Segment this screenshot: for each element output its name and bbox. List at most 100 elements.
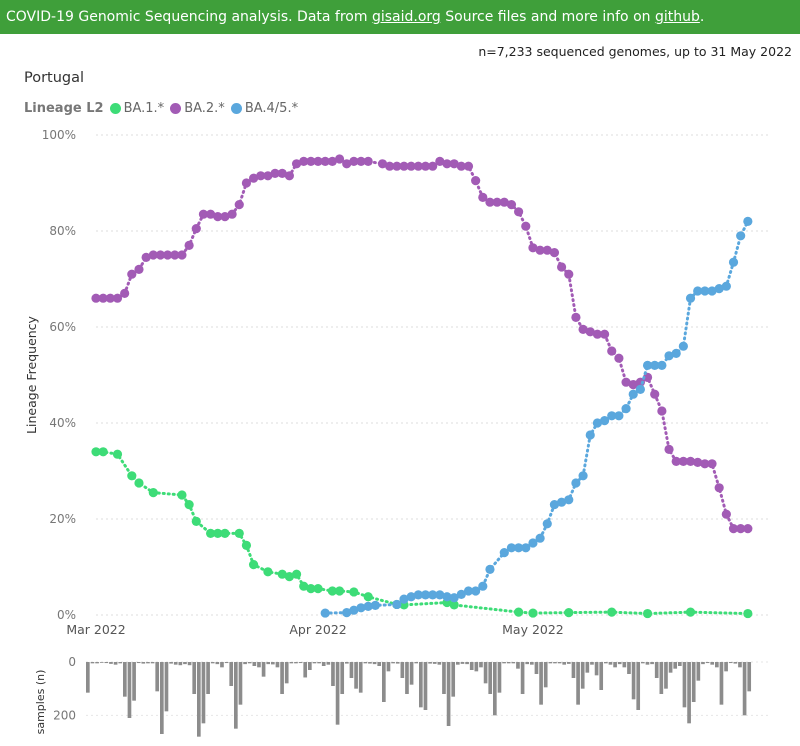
data-point [435, 590, 445, 600]
sample-bar [109, 662, 113, 664]
data-point [370, 600, 380, 611]
sample-bar [460, 662, 465, 664]
data-point [628, 380, 638, 390]
sample-bar [659, 662, 664, 694]
data-point [736, 231, 746, 241]
data-point [521, 543, 531, 553]
sample-bar [543, 662, 548, 688]
data-point [112, 449, 123, 459]
sample-bar [520, 662, 525, 694]
data-point [313, 584, 323, 594]
sample-bar [724, 662, 728, 672]
data-point [671, 348, 681, 358]
data-point [678, 341, 688, 351]
data-point [714, 483, 724, 493]
sample-bar [738, 662, 742, 668]
legend-item-ba1[interactable]: BA.1.* [109, 101, 164, 116]
sample-bar [682, 662, 687, 708]
data-point [263, 567, 273, 577]
github-link[interactable]: github [654, 9, 700, 25]
sample-bar [308, 662, 312, 670]
data-point [535, 245, 545, 255]
data-point [664, 351, 674, 361]
sample-bar [488, 662, 493, 694]
sample-bar [687, 662, 691, 724]
sample-bar [358, 662, 363, 693]
data-point [134, 264, 144, 274]
data-point [248, 560, 259, 570]
data-point [141, 252, 151, 262]
data-point [456, 161, 466, 171]
legend: Lineage L2 BA.1.* BA.2.* BA.4/5.* [24, 101, 304, 116]
data-point [685, 456, 696, 466]
sample-bar [437, 662, 442, 665]
data-point [349, 605, 359, 615]
data-point [299, 581, 309, 591]
data-point [650, 360, 660, 370]
series-layer [91, 154, 753, 619]
data-point [549, 500, 560, 510]
data-point [693, 286, 703, 296]
data-point [607, 346, 617, 356]
sample-bar [414, 662, 419, 664]
data-point [105, 293, 115, 303]
data-point [499, 197, 509, 207]
series-ba45 [320, 216, 753, 618]
sample-bar [617, 662, 622, 665]
data-point [127, 471, 137, 481]
sample-bar [127, 662, 132, 718]
data-point [650, 389, 660, 399]
data-point [334, 586, 345, 596]
sample-bar [502, 662, 506, 664]
legend-item-ba45[interactable]: BA.4/5.* [230, 101, 298, 116]
sample-bar [363, 662, 368, 664]
data-point [177, 490, 187, 500]
sample-bar [95, 662, 99, 664]
legend-dot-ba1 [109, 103, 121, 114]
sample-bar [719, 662, 724, 705]
sample-bar [210, 662, 215, 664]
data-point [120, 288, 130, 298]
data-point [442, 592, 452, 602]
sample-bar [136, 662, 141, 664]
data-point [514, 543, 524, 553]
data-point [392, 161, 402, 171]
sample-bar [428, 662, 432, 664]
data-point [399, 161, 409, 171]
sample-bar [705, 662, 710, 664]
gisaid-link[interactable]: gisaid.org [371, 9, 441, 25]
data-point [413, 161, 423, 171]
sample-bar [456, 662, 460, 665]
data-point [700, 286, 710, 296]
sample-bar [271, 662, 275, 665]
data-point [284, 171, 295, 181]
samples-y-tick-label: 0 [68, 655, 76, 669]
sample-bar [710, 662, 715, 665]
sample-bar [335, 662, 340, 725]
data-point [621, 377, 631, 387]
sample-bar [169, 662, 173, 664]
sample-bar [432, 662, 437, 664]
data-point [685, 607, 696, 617]
sample-bar [451, 662, 456, 697]
data-point [471, 176, 481, 186]
sample-bar [668, 662, 673, 673]
data-point [420, 161, 431, 171]
sample-bar [317, 662, 321, 664]
data-point [549, 248, 560, 258]
data-point [442, 159, 452, 169]
data-point [449, 159, 459, 169]
data-point [678, 456, 688, 466]
sample-bar [220, 662, 224, 668]
sample-bar [599, 662, 604, 690]
data-point [721, 509, 731, 519]
data-point [685, 293, 696, 303]
y-axis-label: Lineage Frequency [24, 315, 39, 433]
legend-item-ba2[interactable]: BA.2.* [170, 101, 225, 116]
sample-bar [349, 662, 354, 678]
data-point [277, 168, 287, 178]
sample-bar [673, 662, 678, 669]
data-point [356, 156, 366, 166]
data-point [213, 528, 223, 539]
data-point [220, 528, 230, 539]
